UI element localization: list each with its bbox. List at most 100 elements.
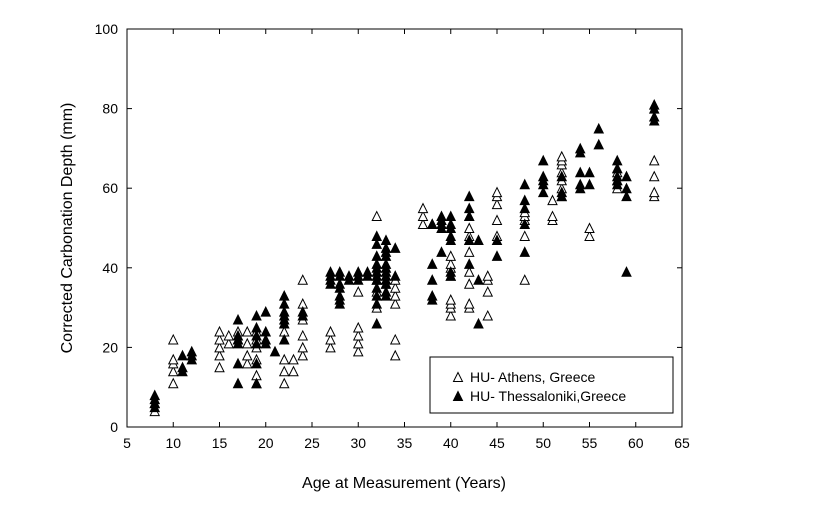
thessaloniki-point-filled-triangle [621,266,632,277]
thessaloniki-point-filled-triangle [537,186,549,198]
thessaloniki-point-filled-triangle [371,238,383,249]
thessaloniki-point-filled-triangle [380,234,392,245]
thessaloniki-point-filled-triangle [491,234,503,245]
athens-point-open-triangle [463,266,475,277]
thessaloniki-point-filled-triangle [463,202,475,214]
thessaloniki-point-filled-triangle [352,266,364,277]
y-tick-label: 80 [102,101,118,117]
athens-point-open-triangle [352,286,364,297]
thessaloniki-point-filled-triangle [269,345,281,357]
athens-point-open-triangle [288,365,299,377]
x-tick-label: 30 [350,435,366,451]
athens-point-open-triangle [241,349,253,361]
athens-point-open-triangle [417,218,429,230]
athens-point-open-triangle [325,341,336,353]
athens-point-open-triangle [482,270,494,281]
athens-point-open-triangle [491,198,503,210]
thessaloniki-point-filled-triangle [371,230,383,241]
athens-point-open-triangle [482,286,494,297]
athens-point-open-triangle [167,377,179,389]
athens-point-open-triangle [445,250,457,261]
thessaloniki-point-filled-triangle [251,357,262,369]
athens-point-open-triangle [371,210,383,222]
athens-point-open-triangle [491,186,503,198]
thessaloniki-point-filled-triangle [473,234,484,245]
thessaloniki-point-filled-triangle [426,274,438,285]
thessaloniki-point-filled-triangle [463,234,475,245]
x-tick-label: 65 [674,435,690,451]
athens-point-open-triangle [352,329,364,341]
y-tick-label: 100 [95,21,119,37]
thessaloniki-point-filled-triangle [445,266,457,277]
legend-marker-thessaloniki-filled-triangle [452,390,464,401]
athens-point-open-triangle [167,333,179,345]
x-tick-label: 35 [397,435,413,451]
thessaloniki-point-filled-triangle [611,170,623,182]
thessaloniki-point-filled-triangle [232,377,244,389]
thessaloniki-point-filled-triangle [278,305,290,317]
athens-point-open-triangle [167,353,179,365]
thessaloniki-point-filled-triangle [574,142,586,154]
thessaloniki-point-filled-triangle [445,218,457,230]
athens-point-open-triangle [463,298,475,309]
thessaloniki-point-filled-triangle [463,210,475,222]
athens-point-open-triangle [297,349,309,361]
thessaloniki-point-filled-triangle [491,250,503,261]
athens-point-open-triangle [297,274,309,285]
thessaloniki-point-filled-triangle [445,210,457,222]
thessaloniki-point-filled-triangle [519,194,531,206]
legend-box [429,356,674,414]
thessaloniki-point-filled-triangle [611,154,623,166]
athens-point-open-triangle [519,274,531,285]
thessaloniki-point-filled-triangle [519,218,531,230]
athens-point-open-triangle [325,333,336,345]
thessaloniki-point-filled-triangle [334,278,346,289]
athens-point-open-triangle [463,246,475,257]
athens-point-open-triangle [556,150,568,162]
athens-point-open-triangle [584,230,595,241]
thessaloniki-point-filled-triangle [371,258,383,269]
thessaloniki-point-filled-triangle [574,166,586,178]
athens-point-open-triangle [648,154,660,166]
thessaloniki-point-filled-triangle [260,305,272,317]
axes: 5 10 15 20 25 30 35 40 45 50 55 60 65 0 20 40 60 80 100 [95,21,690,451]
thessaloniki-point-filled-triangle [593,122,605,134]
thessaloniki-point-filled-triangle [537,154,549,166]
x-axis-title: Age at Measurement (Years) [302,475,506,492]
thessaloniki-point-filled-triangle [362,266,373,277]
x-tick-label: 50 [535,435,551,451]
data-points [149,99,660,417]
thessaloniki-point-filled-triangle [371,250,383,261]
x-tick-label: 25 [304,435,320,451]
thessaloniki-point-filled-triangle [371,298,383,309]
athens-point-open-triangle [417,202,429,214]
athens-point-open-triangle [214,341,225,353]
thessaloniki-point-filled-triangle [371,290,383,301]
thessaloniki-point-filled-triangle [251,309,262,321]
thessaloniki-point-filled-triangle [232,313,244,325]
thessaloniki-point-filled-triangle [519,178,531,190]
thessaloniki-point-filled-triangle [621,170,632,182]
thessaloniki-point-filled-triangle [177,349,188,361]
y-axis-title: Corrected Carbonation Depth (mm) [59,103,76,354]
athens-point-open-triangle [445,309,457,321]
thessaloniki-point-filled-triangle [426,218,438,230]
thessaloniki-point-filled-triangle [278,290,290,301]
thessaloniki-point-filled-triangle [334,266,346,277]
athens-point-open-triangle [547,210,558,222]
thessaloniki-point-filled-triangle [519,246,531,257]
athens-point-open-triangle [278,377,290,389]
x-tick-label: 40 [443,435,459,451]
thessaloniki-point-filled-triangle [371,317,383,329]
thessaloniki-point-filled-triangle [556,170,568,182]
athens-point-open-triangle [547,194,558,206]
legend-label-thessaloniki: HU- Thessaloniki,Greece [470,388,626,404]
athens-point-open-triangle [167,365,179,377]
thessaloniki-point-filled-triangle [325,266,336,277]
legend: HU- Athens, Greece HU- Thessaloniki,Gree… [429,356,674,414]
thessaloniki-point-filled-triangle [343,270,355,281]
thessaloniki-point-filled-triangle [436,210,447,222]
thessaloniki-point-filled-triangle [593,138,605,150]
